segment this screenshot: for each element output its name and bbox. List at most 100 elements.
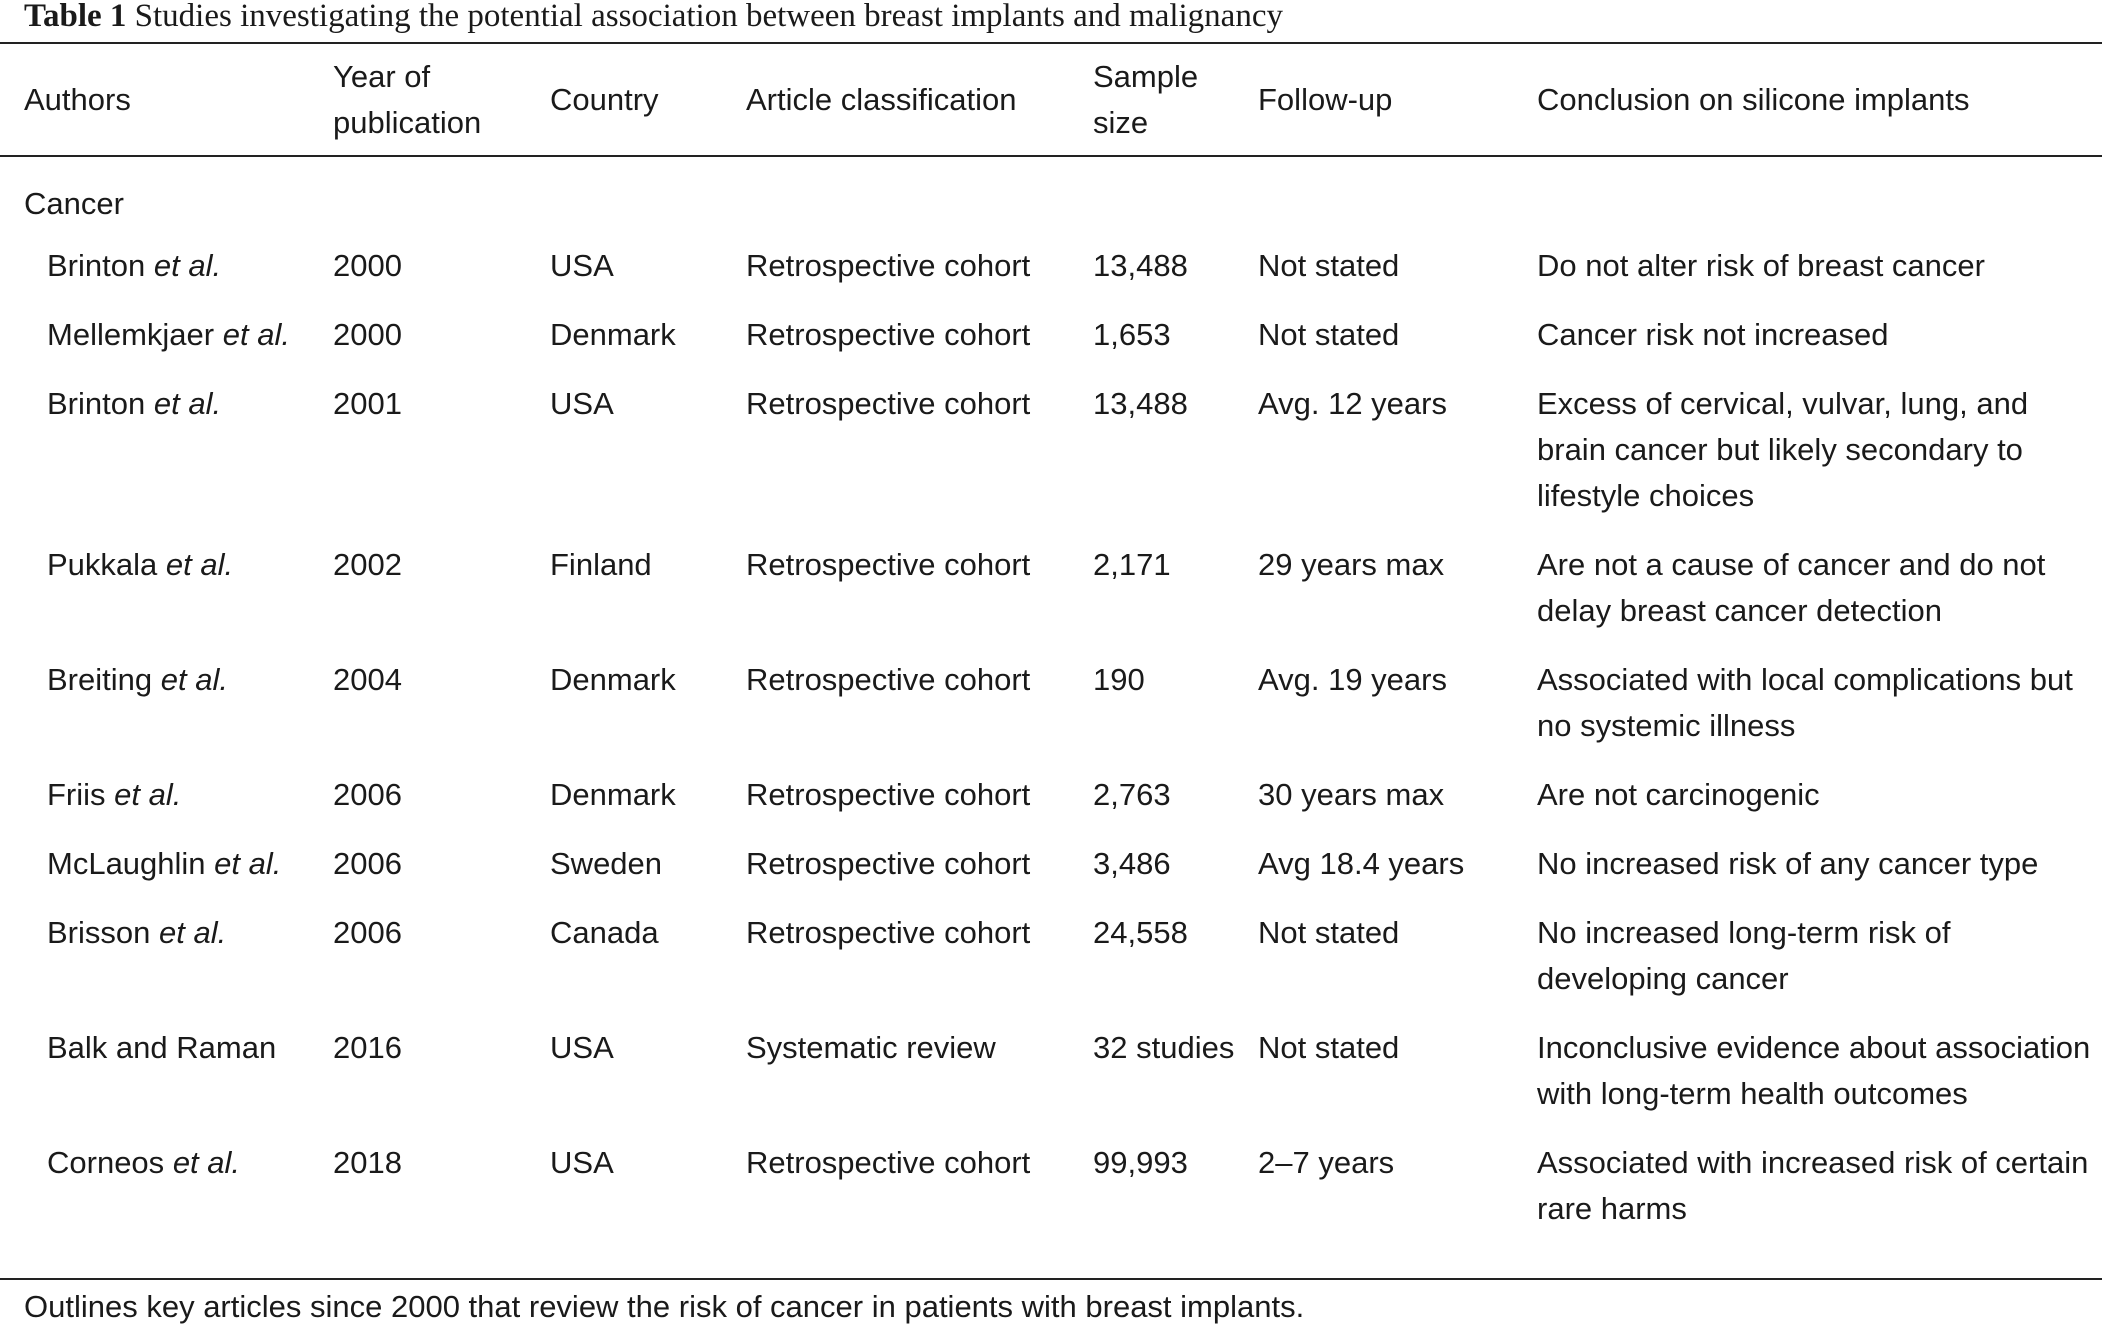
- cell-conclusion: Associated with local complications but …: [1537, 662, 2073, 743]
- cell-classification: Retrospective cohort: [746, 317, 1031, 352]
- table-row: Brinton et al. 2000 USA Retrospective cohor…: [0, 233, 2102, 302]
- author-et-al: et al.: [159, 915, 227, 950]
- cell-conclusion: Are not carcinogenic: [1537, 777, 1820, 812]
- cell-classification: Retrospective cohort: [746, 846, 1031, 881]
- author-et-al: et al.: [172, 1145, 241, 1180]
- header-authors: Authors: [24, 82, 131, 117]
- cell-conclusion: Are not a cause of cancer and do not del…: [1537, 547, 2046, 628]
- cell-classification: Retrospective cohort: [746, 777, 1031, 812]
- cell-authors: Balk and Raman: [0, 1015, 333, 1130]
- cell-follow-up: Not stated: [1258, 317, 1400, 352]
- cell-classification: Retrospective cohort: [746, 1145, 1031, 1180]
- cell-follow-up: 2–7 years: [1258, 1145, 1395, 1180]
- cell-sample-size: 1,653: [1093, 317, 1171, 352]
- author-name: Friis: [47, 777, 106, 812]
- cell-authors: Brinton et al.: [0, 371, 333, 532]
- cell-follow-up: Avg. 12 years: [1258, 386, 1447, 421]
- cell-conclusion: Associated with increased risk of certai…: [1537, 1145, 2089, 1226]
- cell-country: Canada: [550, 915, 659, 950]
- cell-year: 2006: [333, 777, 402, 812]
- cell-authors: McLaughlin et al.: [0, 831, 333, 900]
- author-et-al: et al.: [153, 386, 222, 421]
- author-et-al: et al.: [222, 317, 290, 352]
- author-et-al: et al.: [160, 662, 228, 697]
- cell-year: 2000: [333, 317, 402, 352]
- table-caption: Table 1 Studies investigating the potent…: [24, 0, 1283, 38]
- cell-country: USA: [550, 248, 614, 283]
- cell-classification: Retrospective cohort: [746, 547, 1031, 582]
- cell-sample-size: 24,558: [1093, 915, 1188, 950]
- cell-authors: Breiting et al.: [0, 647, 333, 762]
- author-et-al: et al.: [153, 248, 222, 283]
- cell-country: Denmark: [550, 662, 676, 697]
- cell-country: Finland: [550, 547, 652, 582]
- cell-conclusion: No increased long-term risk of developin…: [1537, 915, 1951, 996]
- cell-year: 2018: [333, 1145, 402, 1180]
- cell-sample-size: 2,171: [1093, 547, 1171, 582]
- header-conclusion: Conclusion on silicone implants: [1537, 82, 1970, 117]
- cell-authors: Pukkala et al.: [0, 532, 333, 647]
- cell-classification: Systematic review: [746, 1030, 996, 1065]
- author-name: Corneos: [47, 1145, 165, 1180]
- author-name: Balk and Raman: [47, 1030, 277, 1065]
- cell-year: 2006: [333, 915, 402, 950]
- cell-country: USA: [550, 1030, 614, 1065]
- cell-follow-up: 29 years max: [1258, 547, 1445, 582]
- cell-authors: Brisson et al.: [0, 900, 333, 1015]
- header-sample-size: Sample size: [1093, 59, 1199, 140]
- cell-classification: Retrospective cohort: [746, 662, 1031, 697]
- table-title: Studies investigating the potential asso…: [134, 0, 1283, 34]
- table-label: Table 1: [24, 0, 127, 34]
- cell-classification: Retrospective cohort: [746, 248, 1031, 283]
- cell-year: 2002: [333, 547, 402, 582]
- table-row: Friis et al. 2006 Denmark Retrospective coh…: [0, 762, 2102, 831]
- cell-year: 2016: [333, 1030, 402, 1065]
- author-name: Mellemkjaer: [47, 317, 215, 352]
- cell-year: 2000: [333, 248, 402, 283]
- table-row: Corneos et al. 2018 USA Retrospective cohor…: [0, 1130, 2102, 1245]
- cell-authors: Brinton et al.: [0, 233, 333, 302]
- table-row: Brisson et al. 2006 Canada Retrospective co…: [0, 900, 2102, 1015]
- header-year: Year of publication: [333, 59, 482, 140]
- author-et-al: et al.: [114, 777, 182, 812]
- table-row: Pukkala et al. 2002 Finland Retrospective c…: [0, 532, 2102, 647]
- author-name: Brisson: [47, 915, 151, 950]
- cell-follow-up: Not stated: [1258, 248, 1400, 283]
- table-row: Balk and Raman 2016 USA Systematic review 32…: [0, 1015, 2102, 1130]
- section-row: Cancer: [0, 157, 2102, 233]
- header-classification: Article classification: [746, 82, 1017, 117]
- table-body: Cancer Brinton et al. 2000 USA Retrospectiv…: [0, 157, 2102, 1245]
- header-country: Country: [550, 82, 659, 117]
- cell-classification: Retrospective cohort: [746, 386, 1031, 421]
- cell-country: USA: [550, 386, 614, 421]
- table-row: McLaughlin et al. 2006 Sweden Retrospective…: [0, 831, 2102, 900]
- studies-table: Authors Year of publication Country Arti…: [0, 44, 2102, 1245]
- table-footnote: Outlines key articles since 2000 that re…: [24, 1289, 1305, 1324]
- cell-country: Denmark: [550, 317, 676, 352]
- cell-conclusion: No increased risk of any cancer type: [1537, 846, 2039, 881]
- cell-sample-size: 32 studies: [1093, 1030, 1235, 1065]
- author-et-al: et al.: [165, 547, 234, 582]
- table-row: Brinton et al. 2001 USA Retrospective cohor…: [0, 371, 2102, 532]
- cell-country: USA: [550, 1145, 614, 1180]
- header-row: Authors Year of publication Country Arti…: [0, 44, 2102, 157]
- cell-conclusion: Do not alter risk of breast cancer: [1537, 248, 1985, 283]
- cell-follow-up: Avg. 19 years: [1258, 662, 1447, 697]
- table-row: Breiting et al. 2004 Denmark Retrospective …: [0, 647, 2102, 762]
- cell-year: 2006: [333, 846, 402, 881]
- cell-authors: Friis et al.: [0, 762, 333, 831]
- cell-sample-size: 13,488: [1093, 248, 1188, 283]
- header-rule: [0, 155, 2102, 157]
- cell-follow-up: 30 years max: [1258, 777, 1445, 812]
- header-follow-up: Follow-up: [1258, 82, 1393, 117]
- table-row: Mellemkjaer et al. 2000 Denmark Retrospecti…: [0, 302, 2102, 371]
- cell-conclusion: Excess of cervical, vulvar, lung, and br…: [1537, 386, 2029, 513]
- top-rule: [0, 42, 2102, 44]
- author-name: Breiting: [47, 662, 153, 697]
- cell-follow-up: Not stated: [1258, 1030, 1400, 1065]
- author-name: Brinton: [47, 386, 146, 421]
- cell-country: Denmark: [550, 777, 676, 812]
- section-label: Cancer: [24, 186, 124, 221]
- cell-sample-size: 13,488: [1093, 386, 1188, 421]
- cell-country: Sweden: [550, 846, 663, 881]
